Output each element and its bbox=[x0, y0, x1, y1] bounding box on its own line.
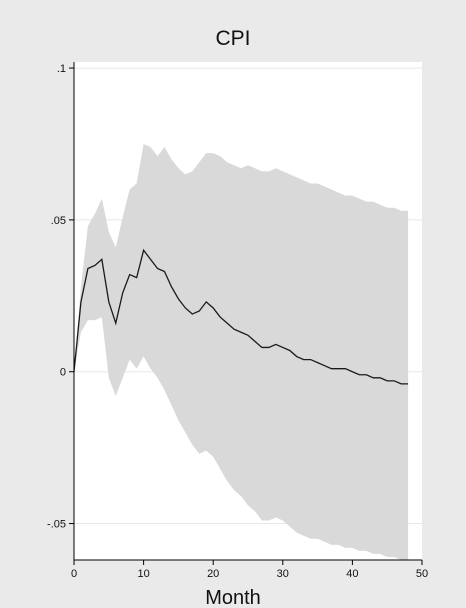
x-tick-label: 0 bbox=[71, 568, 77, 580]
x-tick-label: 40 bbox=[346, 568, 358, 580]
y-tick-label: .1 bbox=[57, 63, 66, 75]
x-axis-label: Month bbox=[205, 587, 261, 608]
chart-title: CPI bbox=[215, 27, 250, 50]
estimate-line bbox=[73, 248, 409, 385]
x-tick-label: 20 bbox=[207, 568, 219, 580]
x-tick-label: 50 bbox=[416, 568, 428, 580]
confidence-band bbox=[74, 143, 409, 561]
y-tick-label: 0 bbox=[60, 367, 66, 379]
y-axis-ticks: -.05 0 .05 .1 bbox=[47, 63, 74, 531]
x-tick-label: 10 bbox=[137, 568, 149, 580]
x-axis-ticks: 0 10 20 30 40 50 bbox=[71, 560, 428, 580]
y-tick-label: -.05 bbox=[47, 519, 66, 531]
x-tick-label: 30 bbox=[277, 568, 289, 580]
y-tick-label: .05 bbox=[51, 215, 66, 227]
